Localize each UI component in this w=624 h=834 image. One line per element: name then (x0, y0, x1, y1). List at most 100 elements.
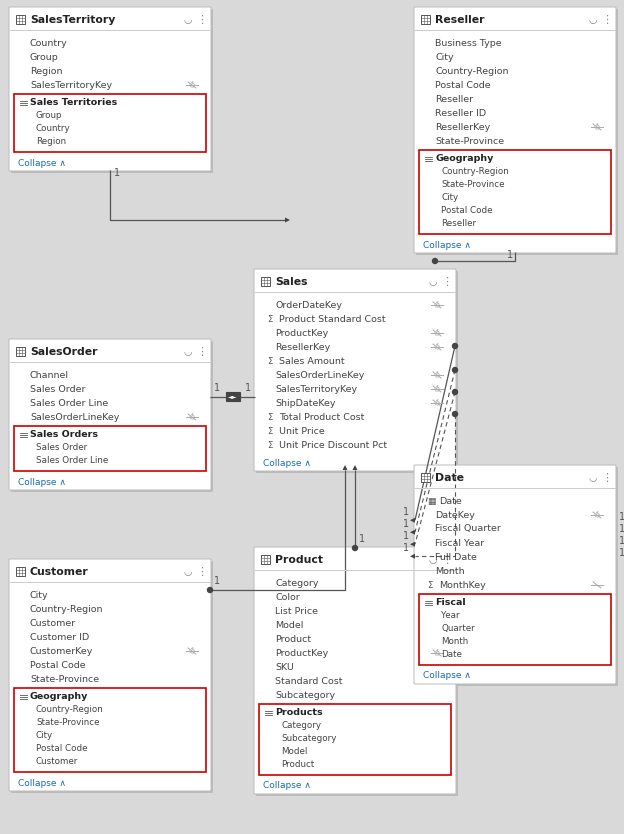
Text: Σ: Σ (267, 440, 272, 450)
Polygon shape (410, 530, 415, 535)
Text: ◡: ◡ (429, 555, 437, 565)
FancyBboxPatch shape (414, 7, 616, 253)
Text: ResellerKey: ResellerKey (435, 123, 490, 132)
Text: State-Province: State-Province (441, 180, 504, 189)
Text: Group: Group (36, 111, 62, 120)
Text: Reseller ID: Reseller ID (435, 108, 486, 118)
Text: Customer ID: Customer ID (30, 632, 89, 641)
Text: ↺: ↺ (187, 411, 197, 423)
Polygon shape (353, 465, 358, 470)
Text: 1: 1 (359, 534, 365, 544)
Text: Month: Month (441, 637, 468, 646)
Bar (14, 426, 206, 471)
Text: Category: Category (275, 579, 318, 587)
Text: Postal Code: Postal Code (441, 206, 492, 215)
Text: ProductKey: ProductKey (275, 649, 328, 657)
Text: State-Province: State-Province (435, 137, 504, 145)
Text: ◄►: ◄► (228, 394, 237, 399)
Text: Fiscal Year: Fiscal Year (435, 539, 484, 547)
Polygon shape (410, 518, 415, 523)
Text: ↺: ↺ (592, 122, 602, 133)
Text: Σ: Σ (267, 426, 272, 435)
FancyBboxPatch shape (11, 561, 213, 793)
Text: ⋮: ⋮ (441, 277, 452, 287)
Bar (421, 473, 430, 482)
Bar (16, 15, 25, 24)
Circle shape (208, 587, 213, 592)
Text: Full Date: Full Date (435, 552, 477, 561)
Polygon shape (285, 218, 290, 223)
Text: Country-Region: Country-Region (36, 705, 104, 714)
Text: Product: Product (275, 555, 323, 565)
Text: ↺: ↺ (432, 299, 442, 310)
Text: ShipDateKey: ShipDateKey (275, 399, 336, 408)
FancyBboxPatch shape (9, 7, 211, 171)
Text: Customer: Customer (30, 567, 89, 577)
Text: Unit Price Discount Pct: Unit Price Discount Pct (279, 440, 387, 450)
Circle shape (432, 259, 437, 264)
FancyBboxPatch shape (11, 341, 213, 492)
Polygon shape (410, 554, 415, 559)
Text: Fiscal: Fiscal (435, 598, 466, 607)
Text: Collapse ∧: Collapse ∧ (263, 781, 311, 791)
Text: SalesOrderLineKey: SalesOrderLineKey (30, 413, 119, 421)
FancyBboxPatch shape (256, 549, 458, 796)
Text: ↺: ↺ (432, 647, 442, 659)
FancyBboxPatch shape (414, 465, 616, 684)
Text: Collapse ∧: Collapse ∧ (423, 240, 471, 249)
Text: Σ: Σ (267, 413, 272, 421)
Text: ⋮: ⋮ (602, 473, 613, 483)
Text: 1: 1 (619, 512, 624, 522)
Text: Product Standard Cost: Product Standard Cost (279, 314, 386, 324)
Text: Country: Country (30, 38, 68, 48)
Text: Customer: Customer (30, 619, 76, 627)
FancyBboxPatch shape (416, 9, 618, 255)
Text: ◡: ◡ (589, 15, 597, 25)
Text: Customer: Customer (36, 757, 79, 766)
Text: Sales: Sales (275, 277, 308, 287)
Bar (14, 94, 206, 152)
Text: Collapse ∧: Collapse ∧ (18, 158, 66, 168)
Text: Sales Order Line: Sales Order Line (36, 456, 108, 465)
Text: 1: 1 (245, 383, 251, 393)
Text: Reseller: Reseller (435, 94, 473, 103)
Text: SalesOrderLineKey: SalesOrderLineKey (275, 370, 364, 379)
FancyBboxPatch shape (9, 559, 211, 791)
Text: Color: Color (275, 592, 300, 601)
Bar (419, 150, 611, 234)
Text: Reseller: Reseller (435, 15, 484, 25)
Text: CustomerKey: CustomerKey (30, 646, 94, 656)
Text: Standard Cost: Standard Cost (275, 676, 343, 686)
Text: Model: Model (275, 620, 303, 630)
Text: Σ: Σ (427, 580, 432, 590)
Text: Sales Territories: Sales Territories (30, 98, 117, 107)
Text: City: City (441, 193, 458, 202)
Bar (421, 15, 430, 24)
Text: MonthKey: MonthKey (439, 580, 485, 590)
Text: Category: Category (281, 721, 321, 730)
Text: ProductKey: ProductKey (275, 329, 328, 338)
Text: City: City (36, 731, 53, 740)
Text: Date: Date (439, 496, 462, 505)
Text: SalesTerritory: SalesTerritory (30, 15, 115, 25)
Text: City: City (435, 53, 454, 62)
Bar (16, 347, 25, 356)
Text: Quarter: Quarter (441, 624, 475, 633)
Bar (14, 688, 206, 772)
Text: 1: 1 (403, 520, 409, 530)
Text: Sales Order: Sales Order (30, 384, 85, 394)
Circle shape (353, 545, 358, 550)
Text: Product: Product (275, 635, 311, 644)
Text: ↺: ↺ (432, 341, 442, 353)
Text: 1: 1 (214, 383, 220, 393)
Text: 1: 1 (619, 548, 624, 558)
Text: Σ: Σ (267, 356, 272, 365)
Text: Σ: Σ (267, 314, 272, 324)
Text: 1: 1 (619, 536, 624, 546)
Text: ◡: ◡ (183, 567, 192, 577)
Text: ◡: ◡ (183, 347, 192, 357)
Text: Country: Country (36, 124, 71, 133)
Text: Region: Region (36, 137, 66, 146)
Text: Country-Region: Country-Region (435, 67, 509, 76)
Bar (261, 555, 270, 564)
